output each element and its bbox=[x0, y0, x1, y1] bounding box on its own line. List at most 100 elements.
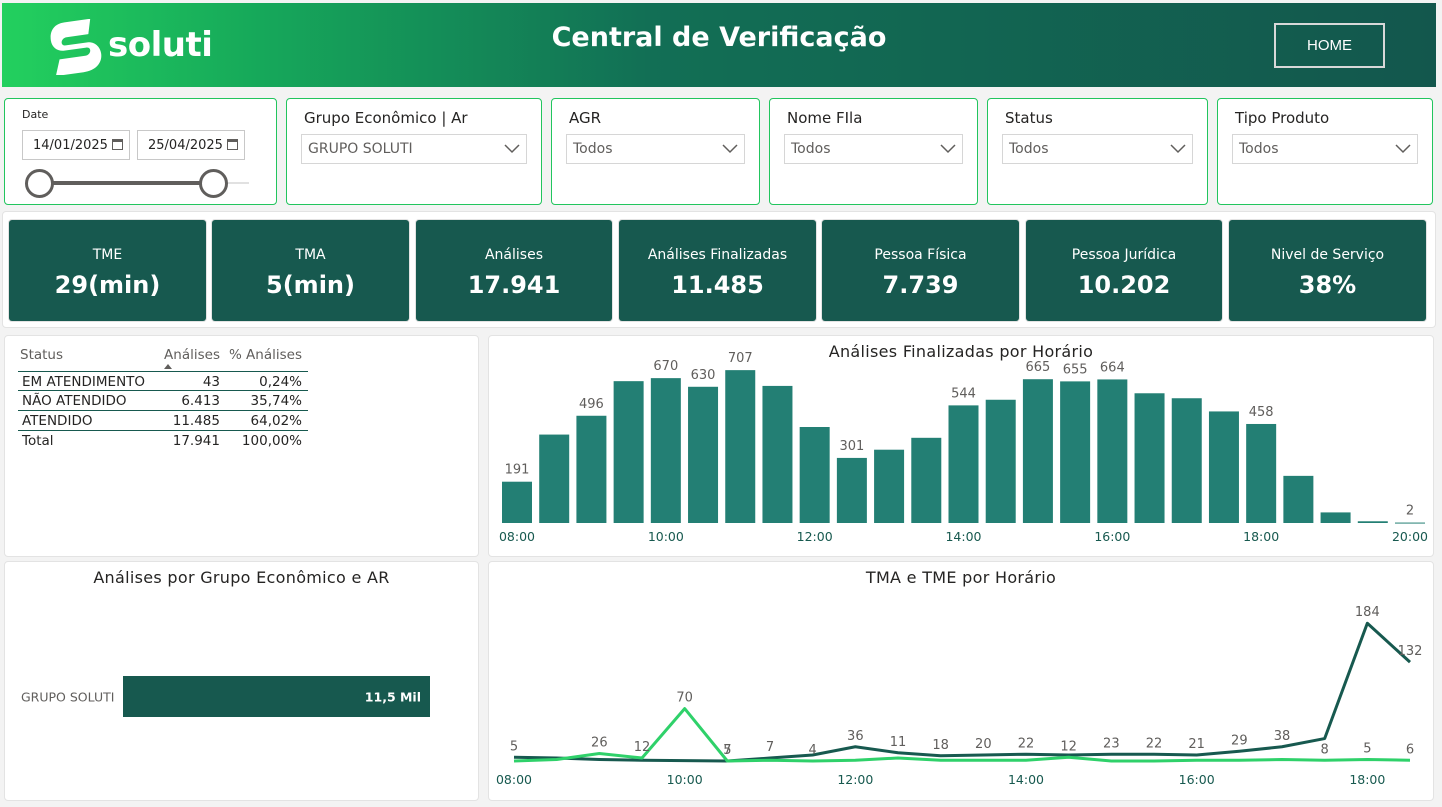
bar[interactable] bbox=[1357, 521, 1388, 523]
nome-fila-dropdown[interactable]: Todos bbox=[784, 134, 963, 164]
agr-label: AGR bbox=[569, 109, 602, 127]
bar[interactable] bbox=[1060, 381, 1091, 523]
line-data-label: 5 bbox=[1363, 742, 1371, 757]
bar[interactable] bbox=[1208, 411, 1239, 523]
line-data-label: 184 bbox=[1355, 605, 1380, 620]
bar[interactable] bbox=[799, 427, 830, 523]
bar[interactable] bbox=[1283, 475, 1314, 523]
chart-title: Análises Finalizadas por Horário bbox=[828, 342, 1094, 361]
date-slider-range bbox=[39, 181, 214, 185]
bar[interactable] bbox=[1320, 512, 1351, 523]
nome-fila-value: Todos bbox=[791, 141, 831, 157]
x-tick-label: 14:00 bbox=[1008, 772, 1044, 787]
bar[interactable] bbox=[985, 399, 1016, 523]
bar[interactable] bbox=[911, 437, 942, 523]
kpi-card-pessoa-fisica[interactable]: Pessoa Física 7.739 bbox=[822, 220, 1019, 321]
line-data-label: 20 bbox=[975, 737, 992, 752]
bar-data-label: 301 bbox=[839, 439, 864, 454]
status-table-panel: Status Análises % Análises EM ATENDIMENT… bbox=[4, 335, 479, 557]
calendar-icon[interactable] bbox=[112, 139, 123, 150]
kpi-card-pessoa-juridica[interactable]: Pessoa Jurídica 10.202 bbox=[1026, 220, 1222, 321]
cell-analises: 11.485 bbox=[172, 413, 220, 429]
agr-dropdown[interactable]: Todos bbox=[566, 134, 745, 164]
tipo-produto-label: Tipo Produto bbox=[1235, 109, 1330, 127]
date-slider-end-handle[interactable] bbox=[199, 169, 228, 198]
start-date-input[interactable]: 14/01/2025 bbox=[22, 130, 130, 160]
chart-title: TMA e TME por Horário bbox=[865, 568, 1057, 587]
column-header-pct-analises[interactable]: % Análises bbox=[228, 347, 302, 363]
tipo-produto-dropdown[interactable]: Todos bbox=[1232, 134, 1418, 164]
x-tick-label: 10:00 bbox=[648, 529, 684, 544]
cell-pct: 0,24% bbox=[259, 374, 302, 390]
kpi-value: 10.202 bbox=[1077, 271, 1171, 299]
table-row[interactable]: EM ATENDIMENTO 43 0,24% bbox=[18, 371, 308, 391]
bar[interactable] bbox=[948, 405, 979, 523]
bar[interactable] bbox=[762, 385, 793, 523]
home-button[interactable]: HOME bbox=[1274, 23, 1385, 68]
kpi-card-analises-finalizadas[interactable]: Análises Finalizadas 11.485 bbox=[619, 220, 816, 321]
kpi-label: Pessoa Jurídica bbox=[1071, 247, 1177, 263]
agr-value: Todos bbox=[573, 141, 613, 157]
kpi-card-nivel-servico[interactable]: Nivel de Serviço 38% bbox=[1229, 220, 1426, 321]
status-label: Status bbox=[1005, 109, 1053, 127]
header-bar: soluti Central de Verificação HOME bbox=[2, 3, 1436, 87]
status-dropdown[interactable]: Todos bbox=[1002, 134, 1193, 164]
end-date-input[interactable]: 25/04/2025 bbox=[137, 130, 245, 160]
table-row[interactable]: ATENDIDO 11.485 64,02% bbox=[18, 411, 308, 431]
bar[interactable] bbox=[1171, 398, 1202, 523]
calendar-icon[interactable] bbox=[227, 139, 238, 150]
bar[interactable] bbox=[1395, 522, 1425, 524]
sort-ascending-icon bbox=[164, 364, 172, 369]
line-data-label: 70 bbox=[676, 691, 693, 706]
kpi-card-analises[interactable]: Análises 17.941 bbox=[416, 220, 612, 321]
bar[interactable] bbox=[1022, 379, 1053, 523]
bar[interactable] bbox=[502, 481, 532, 523]
x-tick-label: 08:00 bbox=[499, 529, 535, 544]
line-data-label: 11 bbox=[890, 735, 907, 750]
cell-total-pct: 100,00% bbox=[241, 433, 302, 449]
grupo-economico-dropdown[interactable]: GRUPO SOLUTI bbox=[301, 134, 527, 164]
line-data-label: 5 bbox=[510, 739, 518, 754]
kpi-label: Nivel de Serviço bbox=[1270, 247, 1385, 263]
column-header-status[interactable]: Status bbox=[20, 347, 64, 363]
bar[interactable] bbox=[1246, 423, 1277, 523]
line-data-label: 5 bbox=[723, 743, 731, 758]
kpi-card-tma[interactable]: TMA 5(min) bbox=[212, 220, 409, 321]
column-header-analises[interactable]: Análises bbox=[164, 347, 220, 363]
bar[interactable] bbox=[123, 676, 430, 717]
bar[interactable] bbox=[836, 457, 867, 523]
bar-data-label: 664 bbox=[1100, 360, 1125, 375]
cell-status: NÃO ATENDIDO bbox=[22, 393, 127, 409]
line-data-label: 36 bbox=[847, 729, 864, 744]
cell-pct: 35,74% bbox=[250, 393, 302, 409]
bar[interactable] bbox=[688, 386, 719, 523]
x-tick-label: 18:00 bbox=[1243, 529, 1279, 544]
bar-data-label: 670 bbox=[653, 359, 678, 374]
bar[interactable] bbox=[874, 449, 905, 523]
bar[interactable] bbox=[1097, 379, 1128, 523]
date-slider-start-handle[interactable] bbox=[25, 169, 54, 198]
x-tick-label: 20:00 bbox=[1392, 529, 1428, 544]
x-tick-label: 16:00 bbox=[1094, 529, 1130, 544]
grupo-economico-bar-chart: GRUPO SOLUTI 11,5 Mil bbox=[21, 676, 430, 717]
grupo-economico-chart-panel: Análises por Grupo Econômico e AR GRUPO … bbox=[4, 561, 479, 801]
bar-data-label: 655 bbox=[1063, 362, 1088, 377]
table-row[interactable]: NÃO ATENDIDO 6.413 35,74% bbox=[18, 391, 308, 411]
tipo-produto-value: Todos bbox=[1239, 141, 1279, 157]
bar[interactable] bbox=[613, 381, 644, 523]
line-data-label: 38 bbox=[1274, 729, 1291, 744]
bar[interactable] bbox=[539, 434, 570, 523]
nome-fila-label: Nome FIla bbox=[787, 109, 863, 127]
line-data-label: 23 bbox=[1103, 736, 1120, 751]
bar-data-label: 630 bbox=[691, 368, 716, 383]
kpi-value: 38% bbox=[1298, 271, 1357, 299]
bar[interactable] bbox=[576, 415, 607, 523]
kpi-card-tme[interactable]: TME 29(min) bbox=[9, 220, 206, 321]
tma-series-line[interactable] bbox=[513, 707, 1411, 763]
tme-series-line[interactable] bbox=[513, 621, 1412, 763]
status-value: Todos bbox=[1009, 141, 1049, 157]
bar[interactable] bbox=[650, 378, 681, 523]
bar[interactable] bbox=[725, 370, 756, 523]
bar[interactable] bbox=[1134, 393, 1165, 523]
